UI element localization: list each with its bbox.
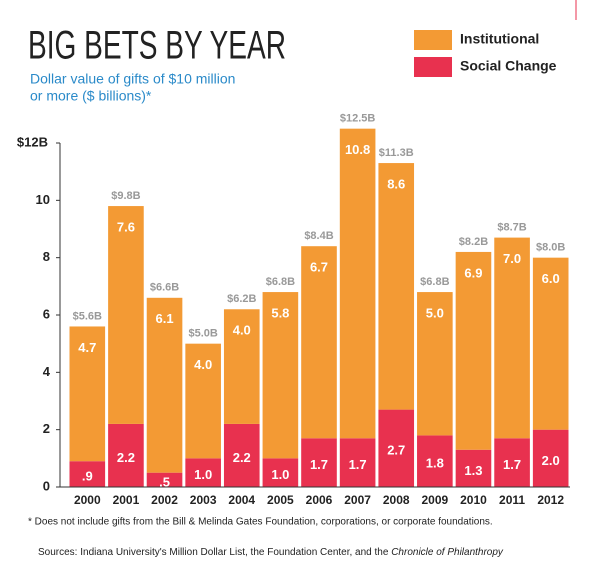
chart-title: BIG BETS BY YEAR xyxy=(28,24,286,68)
bar-segment xyxy=(494,237,530,439)
value-label: 5.8 xyxy=(271,306,289,321)
value-label: .5 xyxy=(159,474,170,489)
total-label: $8.4B xyxy=(304,230,333,242)
y-tick-label: 10 xyxy=(36,192,50,207)
x-tick-label: 2004 xyxy=(228,493,255,507)
value-label: 5.0 xyxy=(426,306,444,321)
value-label: 4.0 xyxy=(194,357,212,372)
x-tick-label: 2007 xyxy=(344,493,371,507)
value-label: 2.2 xyxy=(233,450,251,465)
value-label: .9 xyxy=(82,469,93,484)
y-tick-label: 6 xyxy=(43,306,50,321)
bar-segment xyxy=(339,438,376,487)
bar-segment xyxy=(494,438,530,487)
value-label: 2.7 xyxy=(387,443,405,458)
sources-text: Sources: Indiana University's Million Do… xyxy=(38,547,391,558)
bar-segment xyxy=(185,458,221,487)
total-label: $6.2B xyxy=(227,293,256,305)
bar-segment xyxy=(417,292,453,436)
bar-segment xyxy=(146,297,183,473)
bar-segment xyxy=(339,128,376,439)
bar-segment xyxy=(455,449,492,487)
y-tick-label: 8 xyxy=(43,249,50,264)
bar-segment xyxy=(223,423,260,487)
x-tick-label: 2001 xyxy=(113,493,140,507)
footnote: * Does not include gifts from the Bill &… xyxy=(28,517,493,528)
bar-segment xyxy=(262,292,299,459)
y-tick-label: 0 xyxy=(43,478,50,493)
x-tick-label: 2000 xyxy=(74,493,101,507)
value-label: 6.7 xyxy=(310,260,328,275)
bar-segment xyxy=(532,429,569,487)
bar-segment xyxy=(185,343,221,459)
value-label: 10.8 xyxy=(345,142,370,157)
subtitle: or more ($ billions)* xyxy=(30,88,152,104)
value-label: 1.7 xyxy=(310,457,328,472)
value-label: 1.3 xyxy=(464,463,482,478)
bar-segment xyxy=(108,206,144,424)
value-label: 8.6 xyxy=(387,177,405,192)
x-tick-label: 2003 xyxy=(190,493,217,507)
value-label: 4.7 xyxy=(78,340,96,355)
value-label: 1.8 xyxy=(426,456,444,471)
legend-swatch xyxy=(414,30,452,50)
x-tick-label: 2009 xyxy=(421,493,448,507)
y-tick-label: 2 xyxy=(43,421,50,436)
bar-segment xyxy=(417,435,453,487)
subtitle: Dollar value of gifts of $10 million xyxy=(30,71,235,87)
bar-segment xyxy=(532,257,569,430)
legend-label: Social Change xyxy=(460,58,557,74)
bar-segment xyxy=(455,251,492,450)
legend-label: Institutional xyxy=(460,31,539,47)
value-label: 4.0 xyxy=(233,323,251,338)
x-tick-label: 2005 xyxy=(267,493,294,507)
bar-segment xyxy=(146,472,183,487)
total-label: $11.3B xyxy=(379,147,414,159)
bar-segment xyxy=(301,438,337,487)
value-label: 2.2 xyxy=(117,450,135,465)
bar-segment xyxy=(69,326,106,462)
value-label: 6.9 xyxy=(464,265,482,280)
total-label: $8.0B xyxy=(536,242,565,254)
bar-segment xyxy=(301,246,337,439)
bar-segment xyxy=(262,458,299,487)
value-label: 2.0 xyxy=(542,453,560,468)
value-label: 6.0 xyxy=(542,271,560,286)
total-label: $8.7B xyxy=(497,222,526,234)
x-tick-label: 2011 xyxy=(499,493,525,507)
total-label: $6.8B xyxy=(266,276,295,288)
x-tick-label: 2008 xyxy=(383,493,410,507)
bar-segment xyxy=(378,163,415,410)
x-tick-label: 2002 xyxy=(151,493,178,507)
value-label: 7.6 xyxy=(117,220,135,235)
total-label: $8.2B xyxy=(459,236,488,248)
bar-segment xyxy=(378,409,415,487)
y-tick-label: $12B xyxy=(17,134,48,149)
sources: Sources: Indiana University's Million Do… xyxy=(38,547,504,558)
total-label: $5.6B xyxy=(73,310,102,322)
value-label: 7.0 xyxy=(503,251,521,266)
y-tick-label: 4 xyxy=(43,364,51,379)
value-label: 1.7 xyxy=(349,457,367,472)
bar-segment xyxy=(223,309,260,424)
x-tick-label: 2006 xyxy=(306,493,333,507)
total-label: $6.6B xyxy=(150,282,179,294)
x-tick-label: 2012 xyxy=(537,493,564,507)
value-label: 6.1 xyxy=(155,311,173,326)
value-label: 1.0 xyxy=(194,467,212,482)
total-label: $5.0B xyxy=(188,328,217,340)
sources-italic: Chronicle of Philanthropy xyxy=(391,547,504,558)
value-label: 1.0 xyxy=(271,467,289,482)
total-label: $12.5B xyxy=(340,113,376,125)
total-label: $6.8B xyxy=(420,276,449,288)
value-label: 1.7 xyxy=(503,457,521,472)
x-tick-label: 2010 xyxy=(460,493,487,507)
total-label: $9.8B xyxy=(111,190,140,202)
legend-swatch xyxy=(414,57,452,77)
bar-segment xyxy=(69,461,106,487)
bar-segment xyxy=(108,423,144,487)
